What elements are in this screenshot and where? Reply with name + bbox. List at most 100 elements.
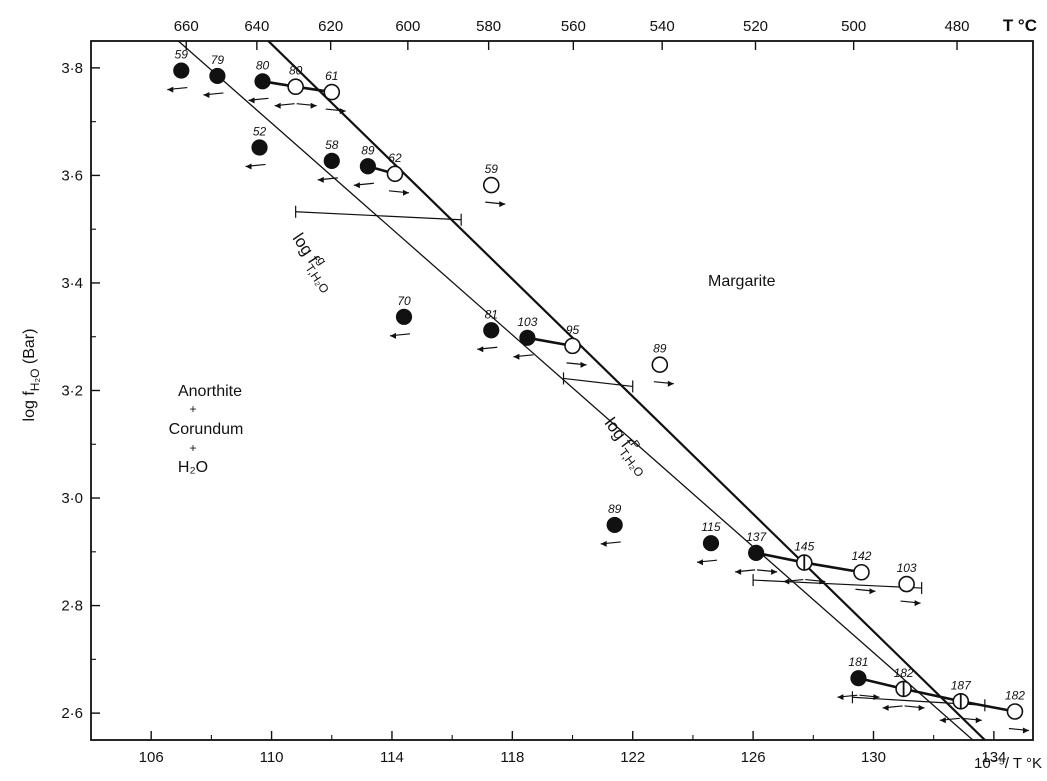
point-open-3-arrow-head <box>499 201 506 208</box>
point-filled-7-arrow-head <box>477 346 484 353</box>
x-tick-label-126: 126 <box>741 749 766 766</box>
point-filled-3-arrow-head <box>245 163 252 170</box>
point-filled-1 <box>209 67 226 85</box>
point-open-7-arrow-head <box>914 600 921 607</box>
point-filled-11-arrow-l-head <box>735 568 742 575</box>
point-filled-12 <box>850 670 867 687</box>
region-label-corundum: Corundum <box>169 421 244 438</box>
point-filled-1-label: 79 <box>211 53 225 67</box>
y-tick-label-2·6: 2·6 <box>61 705 83 722</box>
point-filled-0 <box>173 62 190 79</box>
point-filled-6-arrow-head <box>389 332 396 339</box>
x-tick-label-130: 130 <box>861 749 886 766</box>
point-open-0-arrow-r-head <box>310 102 317 109</box>
point-filled-10 <box>702 535 720 552</box>
point-filled-11-label: 137 <box>746 530 767 544</box>
error-bars <box>295 205 986 712</box>
point-filled-10-label: 115 <box>701 520 720 534</box>
point-open-6-label: 142 <box>851 549 871 563</box>
point-filled-12-arrow-l-head <box>837 694 844 701</box>
y-axis-label-main: log f <box>21 391 38 422</box>
point-filled-5-label: 89 <box>361 143 375 157</box>
point-filled-9-arrow-head <box>600 540 607 547</box>
top-tick-label-580: 580 <box>476 18 501 35</box>
x2-axis-label: T °C <box>1003 16 1037 35</box>
point-open-0-arrow-l-head <box>274 102 281 109</box>
top-tick-label-540: 540 <box>650 18 675 35</box>
fit-line-log-f-T-H2O-P <box>266 41 986 740</box>
x-tick-label-118: 118 <box>500 749 524 766</box>
point-filled-8-label: 103 <box>517 315 537 329</box>
top-tick-label-620: 620 <box>318 18 343 35</box>
point-half-0-label: 145 <box>794 540 814 554</box>
direction-arrows <box>167 86 1030 734</box>
connector-4 <box>858 676 1016 713</box>
point-open-7-label: 103 <box>897 561 917 575</box>
point-open-4-arrow-head <box>580 361 587 368</box>
x-tick-label-114: 114 <box>380 749 404 766</box>
x-tick-label-134: 134 <box>981 749 1006 766</box>
y-tick-label-3·8: 3·8 <box>61 60 83 77</box>
point-open-0 <box>287 78 304 96</box>
point-filled-1-arrow-head <box>203 91 210 98</box>
point-filled-0-label: 59 <box>175 48 189 62</box>
point-open-1 <box>323 83 341 101</box>
point-filled-11 <box>748 544 765 561</box>
point-open-7 <box>898 575 915 593</box>
curve-label-g: log fgT,H₂O <box>285 227 344 296</box>
top-tick-label-520: 520 <box>743 18 768 35</box>
point-filled-7 <box>483 322 500 339</box>
point-half-1-label: 182 <box>894 666 914 680</box>
curve-label-g-sub: T,H₂O <box>302 262 332 296</box>
point-half-2-arrow-l-head <box>939 717 946 724</box>
point-filled-10-arrow-head <box>696 559 703 566</box>
point-open-5 <box>651 356 669 373</box>
point-filled-4-label: 58 <box>325 138 339 152</box>
region-label-water: H₂O <box>178 459 208 476</box>
y-axis-ticks: 2·6 2·8 3·0 3·2 3·4 3·6 3·8 <box>61 60 100 722</box>
point-half-0-arrow-l-head <box>783 578 790 585</box>
top-tick-label-480: 480 <box>945 18 970 35</box>
top-tick-label-660: 660 <box>174 18 199 35</box>
point-filled-0-arrow-head <box>167 86 174 93</box>
fit-lines <box>177 41 986 740</box>
point-open-2-arrow-head <box>402 189 409 196</box>
point-filled-2 <box>254 73 271 90</box>
point-filled-2-label: 80 <box>256 58 270 72</box>
point-filled-12-label: 181 <box>848 655 868 669</box>
top-tick-label-500: 500 <box>841 18 866 35</box>
point-filled-8-arrow-head <box>513 353 520 360</box>
point-filled-4 <box>323 152 340 170</box>
point-open-5-arrow-head <box>667 380 674 387</box>
y-axis-label-sub: H₂O <box>28 369 42 392</box>
x-tick-label-122: 122 <box>620 749 645 766</box>
point-filled-11-arrow-r-head <box>771 568 778 575</box>
top-tick-label-600: 600 <box>395 18 420 35</box>
y-tick-label-3·4: 3·4 <box>61 275 83 292</box>
point-half-0-arrow-r-head <box>819 578 826 585</box>
point-filled-5-arrow-head <box>353 182 360 189</box>
y-tick-label-3·0: 3·0 <box>61 490 83 507</box>
curve-label-p-sub: T,H₂O <box>616 446 646 480</box>
x-tick-label-110: 110 <box>260 749 284 766</box>
error-bar-2 <box>753 579 922 589</box>
point-filled-5 <box>359 158 376 175</box>
x-tick-label-106: 106 <box>139 749 164 766</box>
y-tick-label-2·8: 2·8 <box>61 598 83 615</box>
point-open-2 <box>386 165 404 183</box>
y-axis-label: log fH₂O (Bar) <box>21 329 42 422</box>
region-label-anorthite: Anorthite <box>178 383 242 400</box>
point-open-4-label: 95 <box>566 323 580 337</box>
point-open-5-label: 89 <box>653 342 667 356</box>
top-axis-ticks: 660640620600580560540520500480460 <box>174 18 970 50</box>
point-half-1-arrow-r-head <box>918 704 925 711</box>
top-tick-label-560: 560 <box>561 18 586 35</box>
error-bar-0 <box>295 211 462 221</box>
point-labels: 59 79 80 52 58 89 70 81 103 89 115 137 181 145 182 187 8… <box>175 48 1026 703</box>
y-axis-label-unit: (Bar) <box>21 329 38 369</box>
point-half-2-arrow-r-head <box>975 717 982 724</box>
region-label-margarite: Margarite <box>708 273 776 290</box>
point-open-1-arrow-head <box>339 108 346 115</box>
